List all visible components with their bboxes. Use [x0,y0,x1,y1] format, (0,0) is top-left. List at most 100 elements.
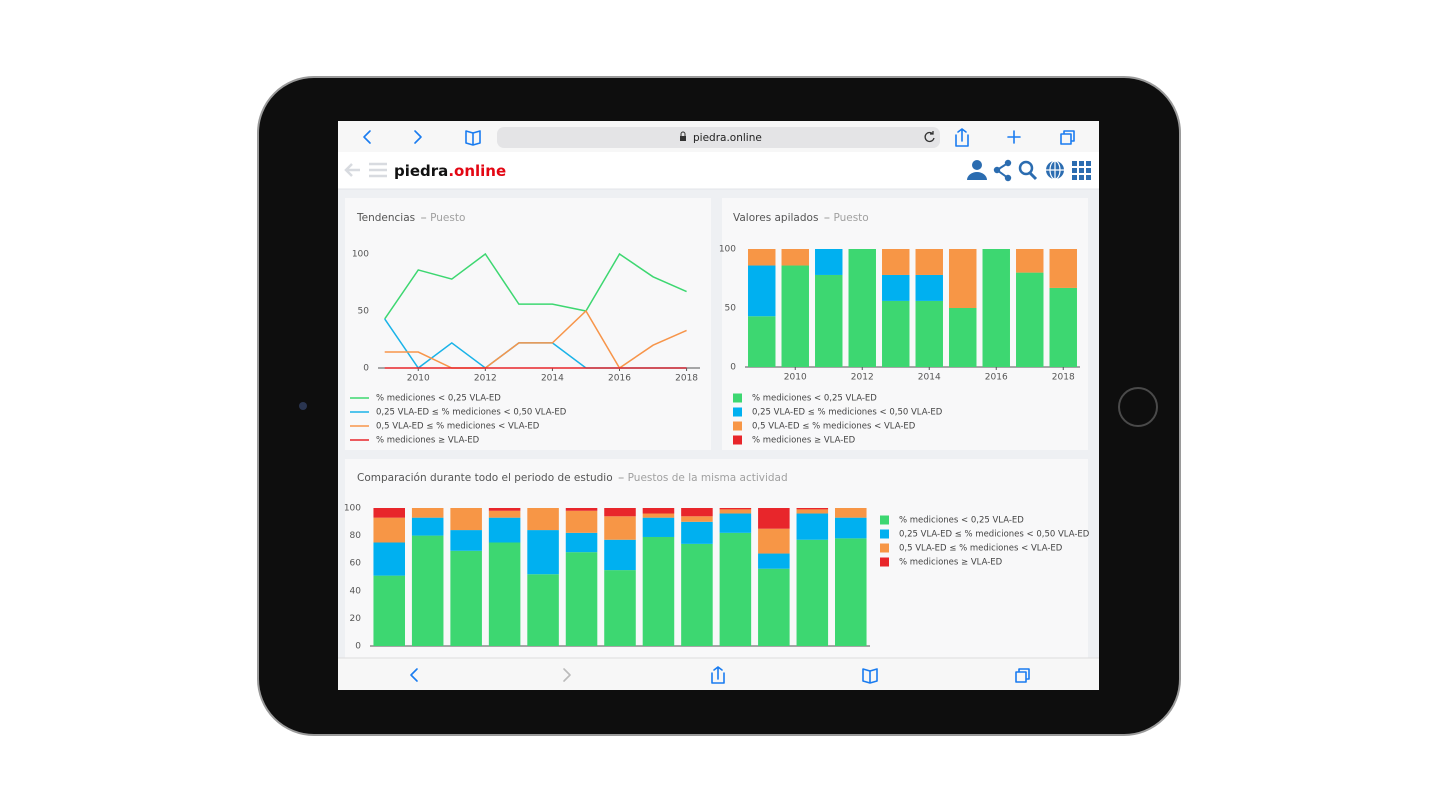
forward-button[interactable] [414,130,422,144]
x-tick-label: 2012 [474,374,497,384]
y-tick-label: 0 [355,642,361,652]
bar-segment [835,517,867,539]
y-tick-label: 80 [350,531,362,541]
legend-label: 0,5 VLA-ED ≤ % mediciones < VLA-ED [752,422,916,432]
panel-subtitle: Puestos de la misma actividad [628,472,788,484]
share-button[interactable] [955,128,969,147]
bar-segment [488,510,521,518]
search-icon[interactable] [1018,160,1034,176]
bar-segment [915,249,943,275]
bar-segment [758,568,790,646]
bar-segment [815,249,843,275]
legend-label: % mediciones ≥ VLA-ED [752,436,856,446]
bar-segment [488,508,521,511]
bar-segment [488,517,521,543]
bar-segment [882,274,910,301]
legend-marker [880,543,889,553]
bar-segment [527,508,559,531]
bar-segment [748,265,776,317]
bar-segment [1016,249,1044,273]
bar-segment [565,510,598,533]
y-tick-label: 0 [730,363,736,373]
x-tick-label: 2018 [1052,373,1075,383]
bar-segment [781,265,809,367]
reload-button[interactable] [924,131,935,143]
y-tick-label: 20 [350,614,362,624]
legend-label: % mediciones < 0,25 VLA-ED [899,516,1024,526]
address-bar[interactable] [497,127,940,148]
back-button[interactable] [363,130,371,144]
bar-segment [719,532,752,646]
bar-segment [949,249,977,308]
bar-segment [796,513,829,540]
lock-shackle [680,131,686,136]
panel-subtitle: Puesto [833,212,868,224]
legend-label: 0,5 VLA-ED ≤ % mediciones < VLA-ED [899,544,1063,554]
legend-label: % mediciones ≥ VLA-ED [899,558,1003,568]
legend-marker [733,393,742,403]
bar-segment [796,508,829,510]
line-series [384,309,687,370]
site-header [338,152,1099,189]
new-tab-button[interactable] [1007,130,1021,144]
forward-button[interactable] [563,668,571,682]
bar-segment [642,513,675,518]
bar-segment [411,517,444,536]
menu-button[interactable] [369,162,387,178]
lock-icon [680,136,686,141]
bar-segment [373,508,405,518]
bar-segment [604,508,636,517]
y-tick-label: 100 [344,504,361,514]
bar-segment [835,538,867,646]
back-arrow[interactable] [344,163,360,177]
share-icon-links [995,162,1009,179]
bar-segment [915,274,943,301]
bar-segment [565,508,598,511]
bar-segment [815,274,843,367]
tabs-button[interactable] [1060,130,1075,145]
bar-segment [565,552,598,646]
browser-bottom-bar [338,657,1099,690]
home-button[interactable] [1118,387,1158,427]
bar-segment [949,308,977,367]
line-series [384,252,687,320]
panel [345,198,711,450]
bar-segment [527,530,559,575]
bar-segment [411,508,444,518]
tabs-button[interactable] [1015,668,1030,683]
bar-segment [848,249,876,367]
back-button[interactable] [410,668,418,682]
bar-segment [758,508,790,529]
panel-title: Tendencias [356,212,415,224]
header-icons [967,159,1091,182]
bar-segment [1016,272,1044,367]
legend-label: 0,25 VLA-ED ≤ % mediciones < 0,50 VLA-ED [899,530,1090,540]
bar-segment [748,249,776,266]
bar-segment [748,316,776,367]
bookmarks-button[interactable] [862,668,878,684]
x-tick-label: 2016 [985,373,1008,383]
user-icon[interactable] [972,160,982,170]
bar-segment [527,574,559,646]
apps-icon[interactable] [1072,161,1091,180]
bar-segment [719,508,752,510]
bar-segment [1049,287,1077,367]
bar-segment [642,508,675,514]
bar-segment [604,516,636,540]
y-tick-label: 50 [358,307,370,317]
user-icon-body [967,172,987,180]
panel-title: Comparación durante todo el periodo de e… [357,472,613,484]
camera [299,402,307,410]
bar-segment [681,521,713,544]
y-tick-label: 100 [719,245,736,255]
bookmarks-button[interactable] [465,130,481,146]
y-tick-label: 40 [350,586,362,596]
logo[interactable]: piedra.online [394,162,506,180]
bar-segment [642,517,675,537]
legend-marker [733,421,742,431]
share-button[interactable] [711,666,725,684]
legend-marker [733,407,742,417]
bar-segment [681,508,713,517]
legend-label: % mediciones ≥ VLA-ED [376,436,480,446]
